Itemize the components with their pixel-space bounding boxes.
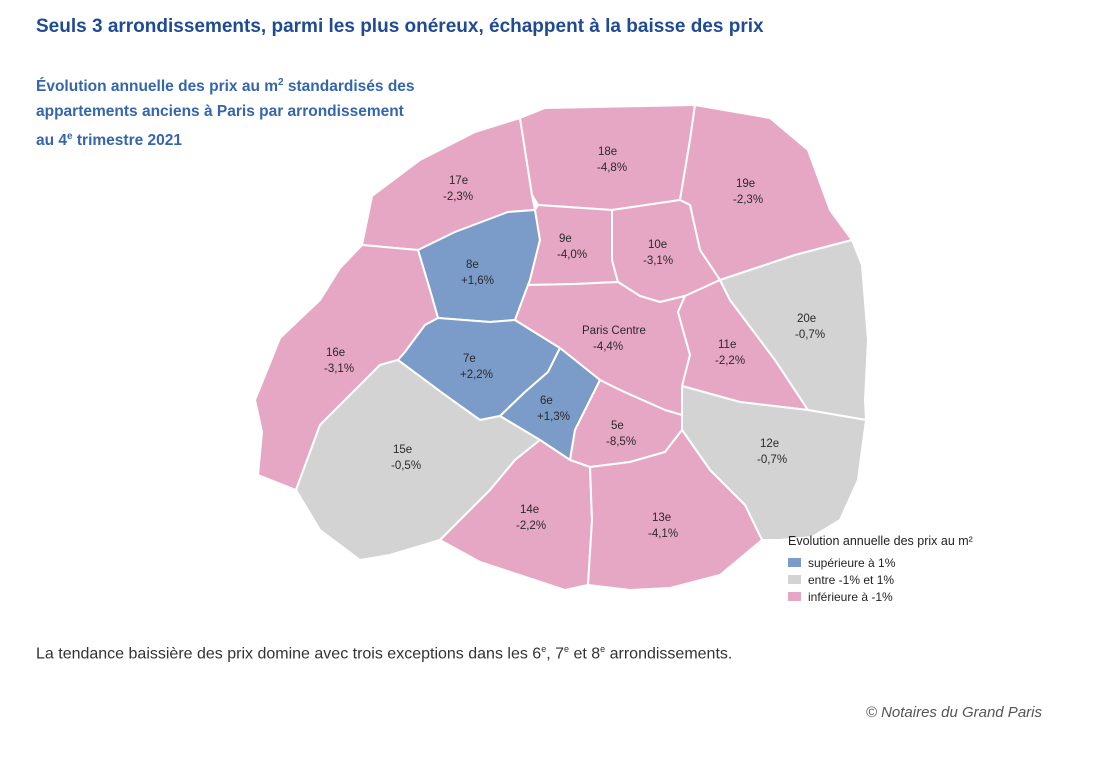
map-subtitle: Évolution annuelle des prix au m2 standa… [36,70,415,153]
label-7e-name: 7e [463,353,476,365]
area-9e [527,204,619,286]
credit: © Notaires du Grand Paris [865,704,1042,721]
area-20e [719,239,869,421]
map-legend: Evolution annuelle des prix au m² supéri… [788,534,973,605]
caption-text: arrondissements. [605,645,733,663]
legend-item: entre -1% et 1% [788,571,973,588]
subtitle-text: trimestre 2021 [72,132,183,150]
label-9e-value: -4,0% [557,249,587,261]
legend-label: inférieure à -1% [808,589,893,604]
legend-item: inférieure à -1% [788,588,973,605]
label-20e-value: -0,7% [795,329,825,341]
label-11e-value: -2,2% [715,355,745,367]
label-13e-value: -4,1% [648,528,678,540]
label-17e-value: -2,3% [443,191,473,203]
label-18e-name: 18e [598,146,617,158]
area-labels: 17e -2,3% 18e -4,8% 19e -2,3% 8e +1,6% 9… [324,146,825,540]
subtitle-sup: e [67,131,73,143]
caption-sup: e [564,644,570,654]
label-10e-name: 10e [648,239,667,251]
legend-swatch [788,575,801,584]
label-12e-name: 12e [760,438,779,450]
label-18e-value: -4,8% [597,162,627,174]
label-7e-value: +2,2% [460,369,493,381]
legend-item: supérieure à 1% [788,554,973,571]
label-5e-value: -8,5% [606,436,636,448]
label-8e-name: 8e [466,259,479,271]
label-16e-name: 16e [326,347,345,359]
legend-swatch [788,592,801,601]
subtitle-text: standardisés des [283,78,415,96]
legend-label: entre -1% et 1% [808,572,895,587]
label-8e-value: +1,6% [461,275,494,287]
area-13e [587,429,763,591]
legend-title: Evolution annuelle des prix au m² [788,534,973,548]
subtitle-text: Évolution annuelle des prix au m [36,78,279,96]
label-15e-value: -0,5% [391,460,421,472]
label-9e-name: 9e [559,233,572,245]
label-14e-value: -2,2% [516,520,546,532]
legend-swatch [788,558,801,567]
caption-text: et 8 [569,645,601,663]
subtitle-sup: 2 [278,77,284,88]
label-paris-centre-value: -4,4% [593,341,623,353]
label-19e-name: 19e [736,178,755,190]
label-paris-centre-name: Paris Centre [582,325,646,337]
label-14e-name: 14e [520,504,539,516]
area-14e [439,439,593,591]
caption-sup: e [541,644,547,654]
label-20e-name: 20e [797,313,816,325]
label-13e-name: 13e [652,512,671,524]
label-15e-name: 15e [393,444,412,456]
label-17e-name: 17e [449,175,468,187]
label-19e-value: -2,3% [733,194,763,206]
subtitle-text: au 4 [36,132,68,150]
headline: Seuls 3 arrondissements, parmi les plus … [36,16,764,37]
caption: La tendance baissière des prix domine av… [36,644,732,663]
legend-label: supérieure à 1% [808,555,896,570]
label-11e-name: 11e [718,339,736,351]
label-5e-name: 5e [611,420,624,432]
label-6e-name: 6e [540,395,553,407]
label-16e-value: -3,1% [324,363,354,375]
caption-sup: e [600,644,606,654]
subtitle-text: appartements anciens à Paris par arrondi… [36,103,404,121]
label-6e-value: +1,3% [537,411,570,423]
caption-text: , 7 [546,645,564,663]
label-10e-value: -3,1% [643,255,673,267]
caption-text: La tendance baissière des prix domine av… [36,645,542,663]
label-12e-value: -0,7% [757,454,787,466]
